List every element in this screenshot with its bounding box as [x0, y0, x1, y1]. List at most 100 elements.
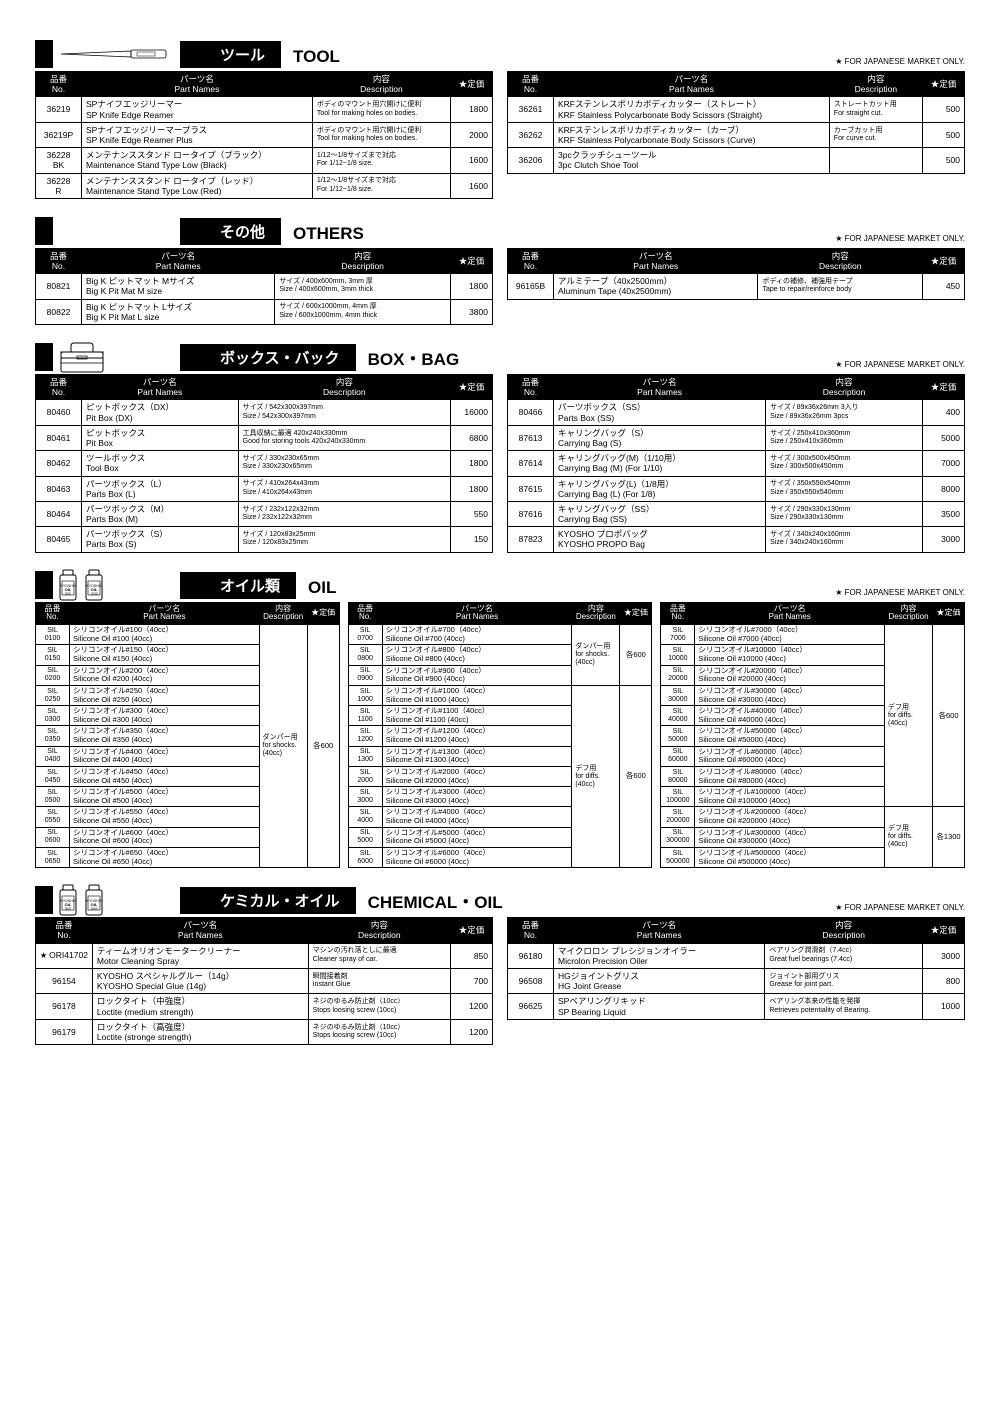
table-row: 96165B アルミテープ（40x2500mm）Aluminum Tape (4…: [508, 274, 965, 299]
cell-no: SIL7000: [661, 625, 695, 645]
cell-desc: ボディの補修、補強用テープTape to repair/reinforce bo…: [758, 274, 923, 299]
chem-table-left: 品番No. パーツ名Part Names 内容Description ★定価 ★…: [35, 917, 493, 1045]
cell-no: SIL80000: [661, 766, 695, 786]
cell-desc: ネジのゆるみ防止剤（10cc）Stops loosing screw (10cc…: [308, 1019, 450, 1044]
section-title-en: OTHERS: [293, 224, 835, 245]
table-row: 87823 KYOSHO プロポバッグKYOSHO PROPO Bag サイズ …: [508, 527, 965, 552]
cell-part: シリコンオイル#40000（40cc）Silicone Oil #40000 (…: [695, 706, 885, 726]
table-row: 96625 SPベアリングリキッドSP Bearing Liquid ベアリング…: [508, 994, 965, 1019]
cell-no: 80463: [36, 476, 82, 501]
cell-price: 3000: [923, 527, 965, 552]
cell-no: 36219P: [36, 122, 82, 147]
section-marker-icon: [35, 40, 53, 68]
cell-desc: 瞬間接着剤Instant Glue: [308, 968, 450, 993]
oil-icon-area: KYOSHOOIL800 KYOSHOOIL1000: [35, 571, 180, 599]
cell-part: シリコンオイル#600（40cc）Silicone Oil #600 (40cc…: [70, 827, 260, 847]
cell-part: シリコンオイル#550（40cc）Silicone Oil #550 (40cc…: [70, 807, 260, 827]
boxbag-icon-area: [35, 343, 180, 371]
cell-no: SIL0100: [36, 625, 70, 645]
cell-part: ロックタイト（中強度）Loctite (medium strength): [92, 994, 308, 1019]
cell-part: シリコンオイル#1300（40cc）Silicone Oil #1300 (40…: [382, 746, 572, 766]
cell-price: 450: [923, 274, 965, 299]
market-note: ★ FOR JAPANESE MARKET ONLY.: [835, 57, 965, 68]
cell-no: 36262: [508, 122, 554, 147]
chem-table-right: 品番No. パーツ名Part Names 内容Description ★定価 9…: [507, 917, 965, 1020]
section-marker-icon: [35, 217, 53, 245]
section-title-jp: ケミカル・オイル: [180, 887, 356, 914]
table-row: 80466 パーツボックス（SS）Parts Box (SS) サイズ / 89…: [508, 400, 965, 425]
section-title-jp: オイル類: [180, 572, 296, 599]
cell-price: 500: [923, 97, 965, 122]
cell-desc: 工具収納に最適 420x240x330mmGood for storing to…: [238, 425, 450, 450]
cell-no: 80465: [36, 527, 82, 552]
cell-no: SIL6000: [348, 847, 382, 867]
cell-no: SIL0900: [348, 665, 382, 685]
cell-no: 96180: [508, 943, 554, 968]
cell-part: シリコンオイル#5000（40cc）Silicone Oil #5000 (40…: [382, 827, 572, 847]
cell-no: SIL1100: [348, 706, 382, 726]
cell-price: 各600: [933, 625, 965, 807]
cell-no: 96508: [508, 968, 554, 993]
section-boxbag: ボックス・バック BOX・BAG ★ FOR JAPANESE MARKET O…: [35, 343, 965, 553]
cell-price: 1200: [451, 1019, 493, 1044]
star-icon: ★: [40, 951, 47, 960]
cell-desc: ボディのマウント用穴開けに便利Tool for making holes on …: [312, 97, 450, 122]
oil-bottle-icon: KYOSHOOIL800: [57, 568, 79, 602]
cell-part: シリコンオイル#150（40cc）Silicone Oil #150 (40cc…: [70, 645, 260, 665]
cell-part: KRFステンレスポリカボディカッター（ストレート）KRF Stainless P…: [554, 97, 830, 122]
cell-no: 80821: [36, 274, 82, 299]
table-row: 80463 パーツボックス（L）Parts Box (L) サイズ / 410x…: [36, 476, 493, 501]
cell-desc: デフ用for diffs.(40cc): [885, 807, 933, 868]
cell-no: 80460: [36, 400, 82, 425]
cell-part: KRFステンレスポリカボディカッター（カーブ）KRF Stainless Pol…: [554, 122, 830, 147]
cell-desc: サイズ / 120x83x25mmSize / 120x83x25mm: [238, 527, 450, 552]
cell-part: メンテナンススタンド ロータイプ（レッド）Maintenance Stand T…: [82, 173, 313, 198]
cell-part: シリコンオイル#700（40cc）Silicone Oil #700 (40cc…: [382, 625, 572, 645]
cell-desc: ベアリング潤滑剤（7.4cc）Great fuel bearings (7.4c…: [765, 943, 923, 968]
cell-part: シリコンオイル#1000（40cc）Silicone Oil #1000 (40…: [382, 685, 572, 705]
cell-price: 3500: [923, 501, 965, 526]
cell-no: SIL40000: [661, 706, 695, 726]
cell-no: 87823: [508, 527, 554, 552]
cell-part: パーツボックス（L）Parts Box (L): [82, 476, 239, 501]
cell-part: シリコンオイル#450（40cc）Silicone Oil #450 (40cc…: [70, 766, 260, 786]
cell-part: KYOSHO スペシャルグルー（14g）KYOSHO Special Glue …: [92, 968, 308, 993]
reamer-icon: [61, 45, 171, 63]
cell-part: パーツボックス（M）Parts Box (M): [82, 501, 239, 526]
cell-no: 87615: [508, 476, 554, 501]
table-row: 80465 パーツボックス（S）Parts Box (S) サイズ / 120x…: [36, 527, 493, 552]
cell-no: 96179: [36, 1019, 93, 1044]
section-marker-icon: [35, 343, 53, 371]
table-row: 36219P SPナイフエッジリーマープラスSP Knife Edge Ream…: [36, 122, 493, 147]
cell-part: シリコンオイル#60000（40cc）Silicone Oil #60000 (…: [695, 746, 885, 766]
cell-part: シリコンオイル#200000（40cc）Silicone Oil #200000…: [695, 807, 885, 827]
table-row: 36262 KRFステンレスポリカボディカッター（カーブ）KRF Stainle…: [508, 122, 965, 147]
cell-no: SIL0150: [36, 645, 70, 665]
table-row: 80821 Big K ピットマット MサイズBig K Pit Mat M s…: [36, 274, 493, 299]
toolbox-icon: [57, 340, 107, 374]
cell-price: 800: [923, 968, 965, 993]
cell-price: 8000: [923, 476, 965, 501]
section-title-en: CHEMICAL・OIL: [368, 888, 836, 914]
boxbag-table-right: 品番No. パーツ名Part Names 内容Description ★定価 8…: [507, 374, 965, 553]
cell-part: シリコンオイル#500000（40cc）Silicone Oil #500000…: [695, 847, 885, 867]
oil-table-3: 品番No. パーツ名Part Names 内容Description ★定価 S…: [660, 602, 965, 869]
cell-part: シリコンオイル#100000（40cc）Silicone Oil #100000…: [695, 787, 885, 807]
cell-no: SIL100000: [661, 787, 695, 807]
cell-desc: サイズ / 232x122x32mmSize / 232x122x32mm: [238, 501, 450, 526]
cell-part: HGジョイントグリスHG Joint Grease: [554, 968, 765, 993]
market-note: ★ FOR JAPANESE MARKET ONLY.: [835, 360, 965, 371]
cell-part: キャリングバッグ（SS）Carrying Bag (SS): [554, 501, 766, 526]
cell-desc: デフ用for diffs.(40cc): [885, 625, 933, 807]
cell-price: 各600: [620, 685, 652, 867]
table-row: 36228BK メンテナンススタンド ロータイプ（ブラック）Maintenanc…: [36, 148, 493, 173]
cell-part: シリコンオイル#2000（40cc）Silicone Oil #2000 (40…: [382, 766, 572, 786]
cell-no: 36228R: [36, 173, 82, 198]
cell-price: 1600: [451, 173, 493, 198]
table-row: SIL1000 シリコンオイル#1000（40cc）Silicone Oil #…: [348, 685, 652, 705]
cell-part: マイクロロン プレシジョンオイラーMicrolon Precision Oile…: [554, 943, 765, 968]
cell-no: ★ORI41702: [36, 943, 93, 968]
cell-no: SIL0600: [36, 827, 70, 847]
cell-part: Big K ピットマット LサイズBig K Pit Mat L size: [82, 299, 275, 324]
page: ツール TOOL ★ FOR JAPANESE MARKET ONLY. 品番N…: [0, 0, 1000, 1103]
